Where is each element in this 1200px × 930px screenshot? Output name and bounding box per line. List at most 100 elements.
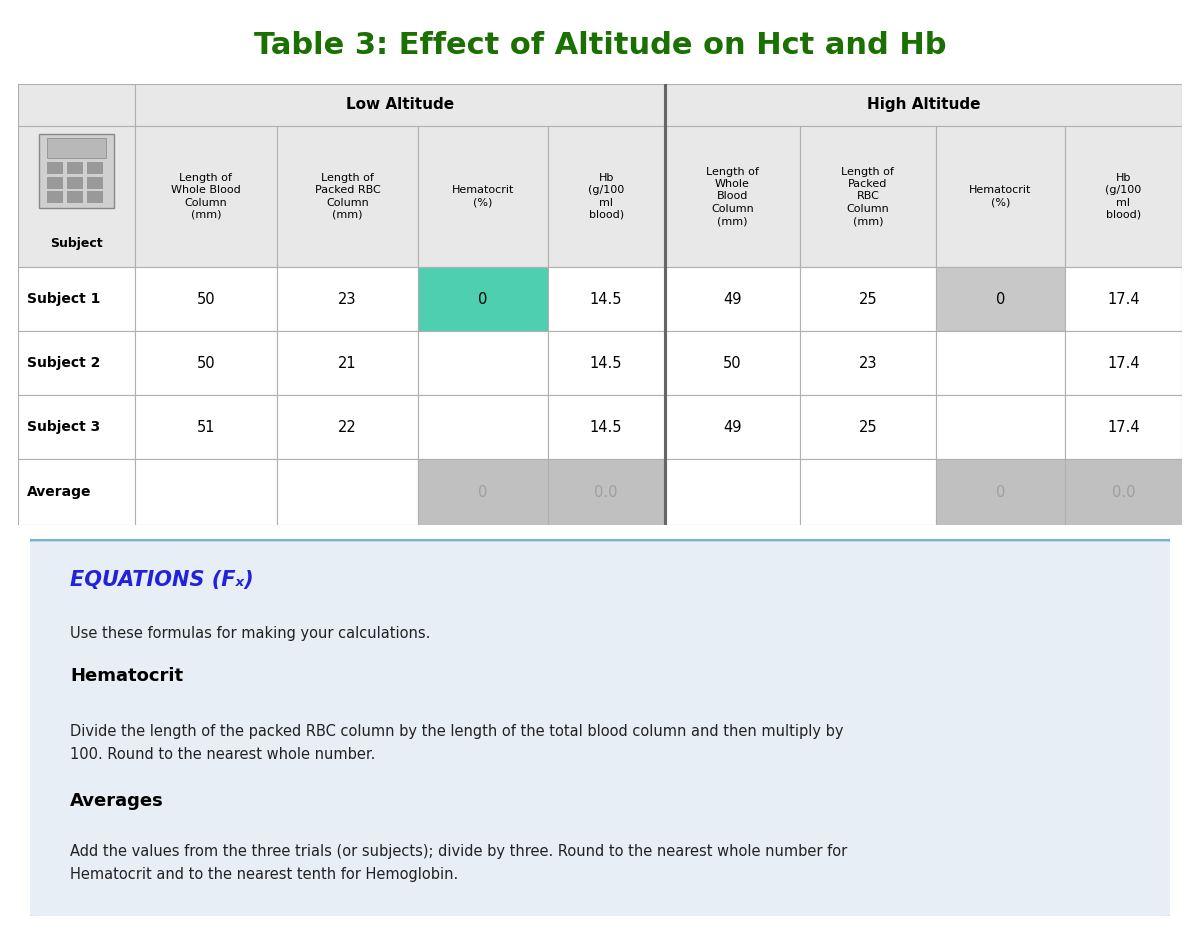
Text: 50: 50 (724, 355, 742, 371)
Bar (18, 126, 136, 267)
Text: 17.4: 17.4 (1108, 355, 1140, 371)
Text: 25: 25 (858, 291, 877, 307)
Bar (18, 331, 136, 395)
Text: Average: Average (28, 485, 92, 499)
Bar (419, 267, 547, 331)
Text: 49: 49 (724, 291, 742, 307)
Text: Length of
Packed RBC
Column
(mm): Length of Packed RBC Column (mm) (314, 173, 380, 220)
Bar (47, 177, 64, 189)
Bar (18, 267, 136, 331)
Bar (665, 331, 800, 395)
Bar (18, 395, 136, 459)
Bar (1064, 459, 1182, 525)
Text: 0.0: 0.0 (594, 485, 618, 499)
Bar (1064, 395, 1182, 459)
Text: 17.4: 17.4 (1108, 419, 1140, 434)
Bar (800, 331, 936, 395)
Bar (936, 459, 1064, 525)
Bar (136, 395, 277, 459)
Text: 22: 22 (338, 419, 356, 434)
Bar (1064, 126, 1182, 267)
Text: 0: 0 (996, 485, 1006, 499)
Text: 17.4: 17.4 (1108, 291, 1140, 307)
Bar (136, 267, 277, 331)
Bar (136, 84, 665, 126)
Text: 14.5: 14.5 (590, 355, 623, 371)
Text: 14.5: 14.5 (590, 291, 623, 307)
Text: Length of
Packed
RBC
Column
(mm): Length of Packed RBC Column (mm) (841, 166, 894, 226)
Bar (665, 459, 800, 525)
Text: 50: 50 (197, 355, 215, 371)
Bar (547, 267, 665, 331)
Bar (18, 84, 136, 126)
Bar (547, 331, 665, 395)
Text: Hematocrit: Hematocrit (70, 668, 184, 685)
Bar (67, 192, 83, 204)
Bar (419, 395, 547, 459)
Text: Subject 2: Subject 2 (28, 356, 101, 370)
Bar (67, 177, 83, 189)
Bar (800, 126, 936, 267)
Text: Hematocrit
(%): Hematocrit (%) (970, 185, 1032, 207)
Text: 49: 49 (724, 419, 742, 434)
Bar (936, 395, 1064, 459)
Bar (419, 331, 547, 395)
Bar (86, 162, 103, 174)
Bar (665, 126, 800, 267)
Bar (665, 84, 1182, 126)
Text: 14.5: 14.5 (590, 419, 623, 434)
Text: 51: 51 (197, 419, 215, 434)
Text: 50: 50 (197, 291, 215, 307)
Bar (800, 267, 936, 331)
Bar (800, 395, 936, 459)
Bar (47, 192, 64, 204)
Text: Length of
Whole Blood
Column
(mm): Length of Whole Blood Column (mm) (170, 173, 241, 220)
Bar (936, 331, 1064, 395)
Bar (136, 126, 277, 267)
Text: Subject 1: Subject 1 (28, 292, 101, 306)
Text: Hb
(g/100
ml
blood): Hb (g/100 ml blood) (588, 173, 624, 220)
FancyBboxPatch shape (19, 539, 1182, 918)
Text: Low Altitude: Low Altitude (346, 97, 454, 113)
Text: 21: 21 (338, 355, 356, 371)
Text: 23: 23 (859, 355, 877, 371)
Text: Averages: Averages (70, 791, 163, 810)
Text: Hematocrit
(%): Hematocrit (%) (451, 185, 514, 207)
Bar (18, 459, 136, 525)
Bar (547, 126, 665, 267)
Text: High Altitude: High Altitude (866, 97, 980, 113)
Bar (47, 138, 107, 158)
Text: Subject: Subject (50, 237, 103, 250)
Text: Use these formulas for making your calculations.: Use these formulas for making your calcu… (70, 626, 431, 641)
Text: 25: 25 (858, 419, 877, 434)
Text: Hb
(g/100
ml
blood): Hb (g/100 ml blood) (1105, 173, 1141, 220)
Text: EQUATIONS (Fₓ): EQUATIONS (Fₓ) (70, 569, 253, 590)
Bar (936, 267, 1064, 331)
Bar (86, 177, 103, 189)
Bar (665, 267, 800, 331)
Text: Length of
Whole
Blood
Column
(mm): Length of Whole Blood Column (mm) (706, 166, 758, 226)
Bar (277, 395, 419, 459)
Bar (86, 192, 103, 204)
Bar (277, 267, 419, 331)
Text: 23: 23 (338, 291, 356, 307)
Bar (40, 134, 114, 207)
Text: Add the values from the three trials (or subjects); divide by three. Round to th: Add the values from the three trials (or… (70, 844, 847, 883)
Text: Subject 3: Subject 3 (28, 420, 101, 434)
Text: Table 3: Effect of Altitude on Hct and Hb: Table 3: Effect of Altitude on Hct and H… (253, 31, 947, 60)
Bar (800, 459, 936, 525)
Bar (47, 162, 64, 174)
Text: 0: 0 (996, 291, 1006, 307)
Bar (547, 395, 665, 459)
Bar (419, 459, 547, 525)
Bar (1064, 267, 1182, 331)
Bar (136, 331, 277, 395)
Bar (277, 459, 419, 525)
Bar (277, 126, 419, 267)
Bar (419, 126, 547, 267)
Text: 0: 0 (479, 291, 487, 307)
Bar (1064, 331, 1182, 395)
Bar (67, 162, 83, 174)
Bar (936, 126, 1064, 267)
Bar (547, 459, 665, 525)
